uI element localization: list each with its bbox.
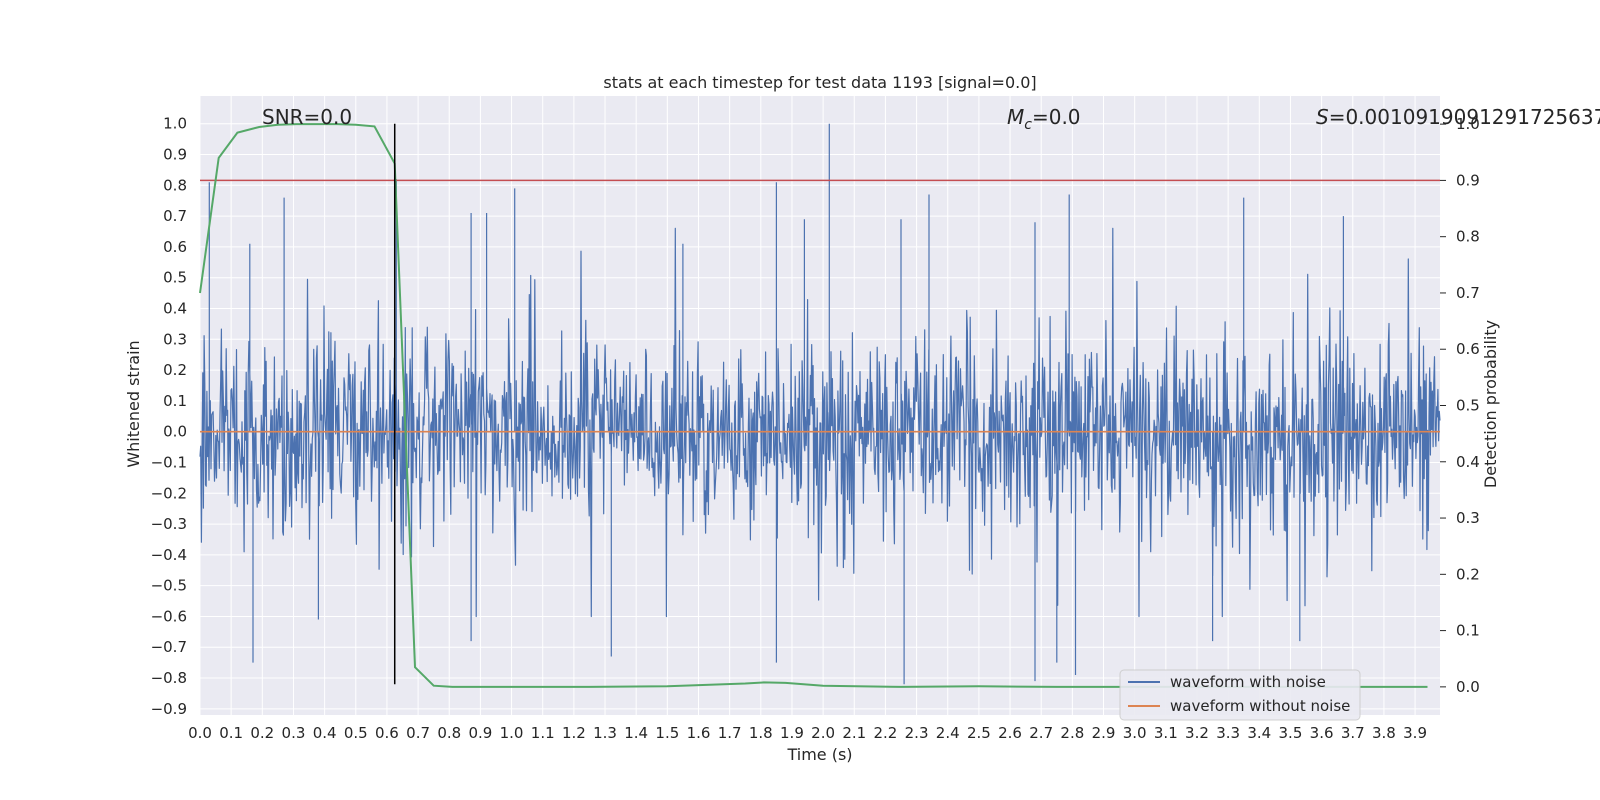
x-tick-label-34: 3.4: [1247, 724, 1271, 742]
y2-tick-label-9: 0.1: [1456, 622, 1480, 640]
x-tick-label-29: 2.9: [1092, 724, 1116, 742]
x-tick-label-23: 2.3: [905, 724, 929, 742]
y-tick-label-4: 0.6: [163, 238, 187, 256]
x-tick-label-16: 1.6: [687, 724, 711, 742]
y2-tick-label-0: 1.0: [1456, 115, 1480, 133]
legend-label-noise: waveform with noise: [1170, 673, 1326, 691]
y-tick-label-6: 0.4: [163, 299, 187, 317]
y-tick-label-15: −0.5: [151, 577, 187, 595]
y-tick-label-9: 0.1: [163, 392, 187, 410]
plot-background: [200, 96, 1440, 715]
x-tick-label-2: 0.2: [250, 724, 274, 742]
y2-tick-label-3: 0.7: [1456, 284, 1480, 302]
x-tick-label-35: 3.5: [1279, 724, 1303, 742]
y2-tick-label-1: 0.9: [1456, 171, 1480, 189]
x-tick-label-13: 1.3: [593, 724, 617, 742]
y-tick-label-13: −0.3: [151, 515, 187, 533]
chart-title: stats at each timestep for test data 119…: [603, 73, 1036, 92]
x-tick-label-6: 0.6: [375, 724, 399, 742]
y2-tick-label-4: 0.6: [1456, 340, 1480, 358]
x-tick-label-11: 1.1: [531, 724, 555, 742]
y-tick-label-19: −0.9: [151, 700, 187, 718]
y-tick-label-10: 0.0: [163, 423, 187, 441]
noise-series: [199, 123, 1441, 685]
y-tick-label-7: 0.3: [163, 330, 187, 348]
x-tick-label-30: 3.0: [1123, 724, 1147, 742]
y-tick-label-11: −0.1: [151, 453, 187, 471]
x-tick-label-37: 3.7: [1341, 724, 1365, 742]
x-tick-label-36: 3.6: [1310, 724, 1334, 742]
x-tick-label-25: 2.5: [967, 724, 991, 742]
x-tick-label-12: 1.2: [562, 724, 586, 742]
noise-waveform-path: [199, 123, 1441, 685]
probability-curve: [199, 123, 1428, 688]
x-tick-label-20: 2.0: [811, 724, 835, 742]
chirp-mass-annotation: Mc=0.0: [1007, 105, 1081, 133]
x-tick-label-27: 2.7: [1029, 724, 1053, 742]
x-tick-label-19: 1.9: [780, 724, 804, 742]
x-tick-label-39: 3.9: [1403, 724, 1427, 742]
y-tick-label-12: −0.2: [151, 484, 187, 502]
x-axis-label: Time (s): [786, 745, 852, 764]
y2-tick-label-6: 0.4: [1456, 453, 1480, 471]
y-tick-label-2: 0.8: [163, 176, 187, 194]
y-axis-label: Whitened strain: [124, 340, 143, 467]
x-tick-label-15: 1.5: [655, 724, 679, 742]
x-tick-label-7: 0.7: [406, 724, 430, 742]
score-value: =0.0010919091291725637: [1329, 105, 1600, 129]
x-tick-label-3: 0.3: [282, 724, 306, 742]
x-tick-label-4: 0.4: [313, 724, 337, 742]
y2-tick-label-10: 0.0: [1456, 678, 1480, 696]
x-tick-label-22: 2.2: [873, 724, 897, 742]
y-tick-label-18: −0.8: [151, 669, 187, 687]
legend-label-clean: waveform without noise: [1170, 697, 1350, 715]
y-tick-label-16: −0.6: [151, 607, 187, 625]
legend: waveform with noise waveform without noi…: [1119, 669, 1361, 721]
y-tick-labels: 1.0 0.9 0.8 0.7 0.6 0.5 0.4 0.3 0.2 0.1 0.0 −0.1 −0.…: [151, 115, 187, 718]
y-tick-label-17: −0.7: [151, 638, 187, 656]
x-tick-label-18: 1.8: [749, 724, 773, 742]
y-tick-label-5: 0.5: [163, 269, 187, 287]
y2-tick-label-5: 0.5: [1456, 397, 1480, 415]
probability-series: [199, 123, 1428, 688]
y-tick-label-8: 0.2: [163, 361, 187, 379]
x-tick-label-9: 0.9: [468, 724, 492, 742]
x-tick-labels: 0.0 0.1 0.2 0.3 0.4 0.5 0.6 0.7 0.8 0.9 1.0 1.1 1.2 1…: [188, 724, 1427, 742]
legend-box: [1119, 669, 1361, 721]
y-tick-label-14: −0.4: [151, 546, 187, 564]
x-tick-label-5: 0.5: [344, 724, 368, 742]
x-tick-label-31: 3.1: [1154, 724, 1178, 742]
x-tick-label-1: 0.1: [219, 724, 243, 742]
x-tick-label-38: 3.8: [1372, 724, 1396, 742]
x-tick-label-10: 1.0: [500, 724, 524, 742]
y2-tick-labels: 1.0 0.9 0.8 0.7 0.6 0.5 0.4 0.3 0.2 0.1 0.0: [1440, 115, 1480, 696]
y-tick-label-0: 1.0: [163, 115, 187, 133]
chirp-mass-value: =0.0: [1032, 105, 1081, 129]
snr-annotation: SNR=0.0: [262, 105, 352, 129]
x-tick-label-33: 3.3: [1216, 724, 1240, 742]
x-tick-label-32: 3.2: [1185, 724, 1209, 742]
y-tick-label-1: 0.9: [163, 146, 187, 164]
y2-tick-label-8: 0.2: [1456, 565, 1480, 583]
chirp-mass-symbol: M: [1007, 105, 1024, 129]
x-tick-label-26: 2.6: [998, 724, 1022, 742]
y2-tick-label-7: 0.3: [1456, 509, 1480, 527]
x-tick-label-0: 0.0: [188, 724, 212, 742]
score-symbol: S: [1316, 105, 1329, 129]
x-tick-label-8: 0.8: [437, 724, 461, 742]
score-annotation: S=0.0010919091291725637: [1316, 105, 1600, 129]
x-tick-label-17: 1.7: [718, 724, 742, 742]
x-tick-label-14: 1.4: [624, 724, 648, 742]
y-tick-label-3: 0.7: [163, 207, 187, 225]
x-tick-label-28: 2.8: [1060, 724, 1084, 742]
y2-axis-label: Detection probability: [1481, 320, 1500, 488]
x-tick-label-24: 2.4: [936, 724, 960, 742]
chirp-mass-subscript: c: [1024, 117, 1032, 133]
y2-tick-label-2: 0.8: [1456, 228, 1480, 246]
x-tick-label-21: 2.1: [842, 724, 866, 742]
